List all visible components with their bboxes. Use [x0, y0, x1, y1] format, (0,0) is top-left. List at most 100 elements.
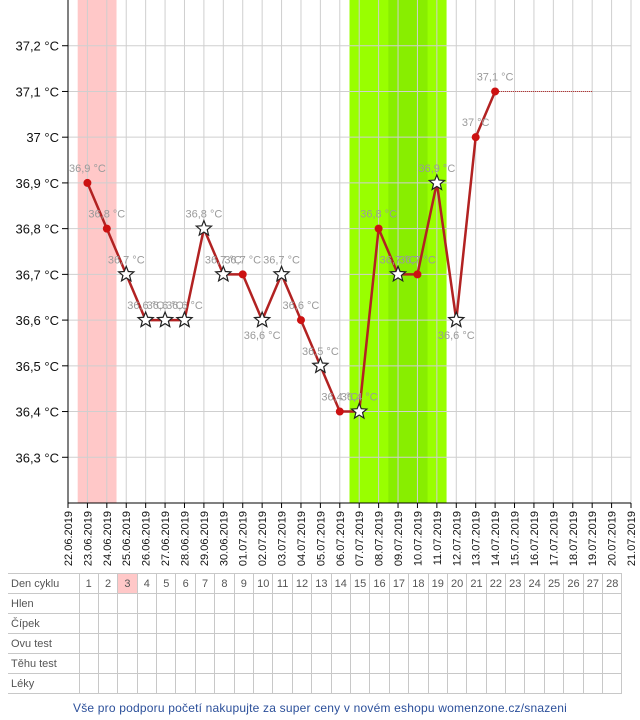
temperature-line [86, 90, 497, 413]
table-cell [97, 613, 119, 634]
x-tick-label: 02.07.2019 [257, 511, 269, 566]
table-cell: 5 [156, 573, 177, 594]
data-label: 37,1 °C [477, 71, 514, 83]
table-cell [253, 653, 274, 674]
data-label: 36,6 °C [438, 330, 475, 342]
table-cell [582, 653, 604, 674]
table-cell [446, 673, 468, 694]
table-cell: 22 [485, 573, 507, 594]
table-cell [446, 653, 468, 674]
star-marker [155, 310, 175, 328]
table-cell: 27 [582, 573, 604, 594]
data-label: 36,7 °C [399, 254, 436, 266]
table-cell [97, 673, 119, 694]
table-cell: 16 [369, 573, 390, 594]
table-cell: 12 [291, 573, 313, 594]
row-label: Hlen [8, 593, 80, 614]
x-tick-label: 07.07.2019 [354, 511, 366, 566]
star-marker [175, 310, 194, 328]
table-cell [602, 653, 623, 674]
table-cell [466, 593, 487, 614]
table-cell [214, 593, 235, 614]
table-cell [349, 673, 371, 694]
table-cell [311, 593, 332, 614]
table-cell [117, 633, 138, 654]
table-cell [311, 653, 332, 674]
table-cell [253, 673, 274, 694]
row-label: Ovu test [8, 633, 80, 654]
table-cell [97, 593, 119, 614]
table-cell [272, 633, 293, 654]
x-tick-label: 27.06.2019 [160, 511, 172, 566]
x-tick-label: 25.06.2019 [121, 511, 133, 566]
shop-promo-link[interactable]: Vše pro podporu početí nakupujte za supe… [72, 701, 568, 715]
data-label: 37 °C [462, 117, 490, 129]
table-cell [349, 593, 371, 614]
data-label: 36,7 °C [224, 254, 261, 266]
table-cell [175, 633, 196, 654]
table-cell [427, 633, 448, 654]
table-cell [311, 673, 332, 694]
table-cell [388, 593, 410, 614]
table-cell [78, 633, 99, 654]
x-tick-label: 17.07.2019 [548, 511, 560, 566]
table-cell [291, 653, 313, 674]
x-tick-label: 21.07.2019 [626, 511, 638, 566]
x-tick-label: 03.07.2019 [277, 511, 289, 566]
table-cell [194, 593, 216, 614]
table-cell [485, 593, 507, 614]
dot-marker [413, 270, 422, 279]
table-cell [253, 633, 274, 654]
star-marker [447, 310, 466, 328]
dot-marker [83, 178, 92, 187]
star-marker [427, 173, 447, 191]
star-marker [350, 401, 369, 420]
y-tick-label: 36,4 °C [15, 405, 59, 420]
table-cell: 14 [330, 573, 351, 594]
data-label: 36,4 °C [341, 392, 378, 404]
x-tick-label: 28.06.2019 [179, 511, 191, 566]
y-tick-label: 37,2 °C [15, 39, 59, 54]
table-cell [446, 613, 468, 634]
row-label: Těhu test [8, 653, 80, 674]
table-cell [524, 593, 545, 614]
star-marker [272, 264, 291, 283]
table-cell [369, 673, 390, 694]
table-cell [582, 633, 604, 654]
table-cell [233, 613, 255, 634]
table-cell [543, 653, 565, 674]
x-tick-label: 29.06.2019 [199, 511, 211, 566]
x-tick-label: 09.07.2019 [393, 511, 405, 566]
table-cell [563, 613, 584, 634]
data-label: 36,9 °C [418, 163, 455, 175]
table-cell: 2 [97, 573, 119, 594]
table-cell: 7 [194, 573, 216, 594]
star-marker [311, 356, 330, 374]
table-cell [136, 653, 158, 674]
table-cell [408, 673, 429, 694]
data-label: 36,8 °C [360, 209, 397, 221]
table-cell: 10 [253, 573, 274, 594]
data-label: 36,9 °C [69, 163, 106, 175]
x-tick-label: 24.06.2019 [102, 511, 114, 566]
x-tick-label: 04.07.2019 [296, 511, 308, 566]
table-cell [330, 673, 351, 694]
x-tick-label: 22.06.2019 [63, 511, 75, 566]
x-tick-label: 10.07.2019 [412, 511, 424, 566]
dot-marker [491, 87, 500, 96]
star-marker [117, 264, 136, 283]
table-cell [97, 653, 119, 674]
table-cell [524, 673, 545, 694]
x-tick-label: 08.07.2019 [374, 511, 386, 566]
table-cell [156, 593, 177, 614]
table-cell [330, 653, 351, 674]
data-label: 36,7 °C [263, 254, 300, 266]
table-cell [330, 593, 351, 614]
table-cell [214, 613, 235, 634]
x-tick-label: 01.07.2019 [238, 511, 250, 566]
table-cell [78, 673, 99, 694]
table-cell: 20 [446, 573, 468, 594]
x-tick-label: 06.07.2019 [335, 511, 347, 566]
table-cell [330, 633, 351, 654]
table-cell [175, 613, 196, 634]
